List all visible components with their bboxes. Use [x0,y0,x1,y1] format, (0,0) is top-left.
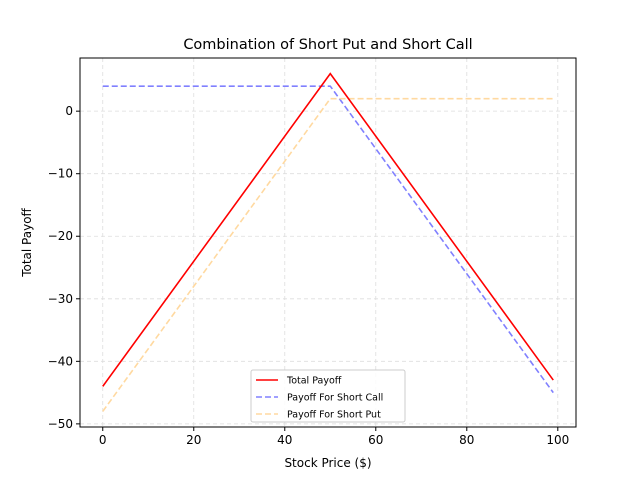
legend-box [250,369,406,423]
legend: Total Payoff Payoff For Short Call Payoff … [250,369,406,423]
y-axis-label: Total Payoff [20,207,34,277]
y-tick-label: 0 [65,104,73,118]
series-line-total-payoff [102,72,554,387]
legend-label: Payoff For Short Call [287,393,383,404]
x-tick-label: 20 [186,433,201,447]
legend-label: Payoff For Short Put [287,410,381,421]
chart-title: Combination of Short Put and Short Call [183,37,472,53]
x-tick-label: 80 [459,433,474,447]
y-tick-label: −10 [48,167,73,181]
y-tick-label: −30 [48,292,73,306]
legend-label: Total Payoff [286,376,342,387]
x-tick-label: 60 [368,433,383,447]
axis-ticks: 0 20 40 60 80 100 0 −10 −20 −30 −40 −50 [48,104,570,447]
x-tick-label: 40 [277,433,292,447]
series-lines [102,72,554,412]
x-axis-label: Stock Price ($) [284,456,371,470]
series-line-payoff-for-short-call [102,85,554,394]
grid [80,58,576,427]
y-tick-label: −40 [48,354,73,368]
plot-frame [79,57,577,428]
x-tick-label: 0 [99,433,107,447]
y-tick-label: −50 [48,417,73,431]
y-tick-label: −20 [48,229,73,243]
x-tick-label: 100 [546,433,569,447]
series-line-payoff-for-short-put [102,97,554,412]
